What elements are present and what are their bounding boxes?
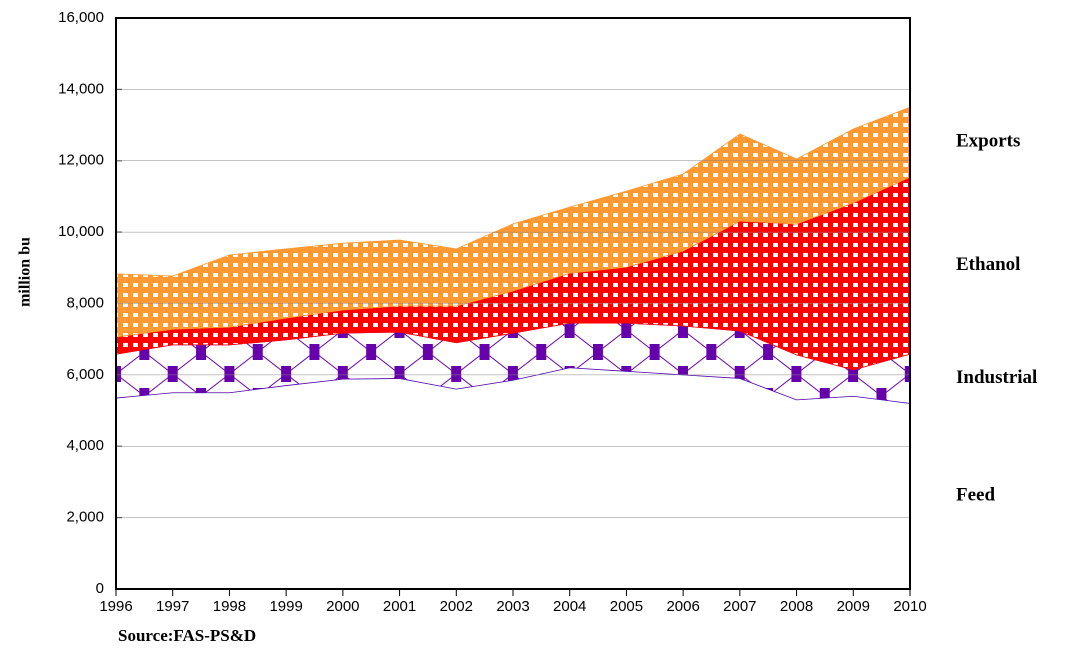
- y-tick-label: 2,000: [66, 509, 104, 526]
- y-axis-label: million bu: [17, 237, 34, 307]
- x-tick-label: 1997: [156, 598, 189, 615]
- x-tick-label: 1998: [213, 598, 246, 615]
- x-tick-label: 2010: [893, 598, 926, 615]
- legend-label: Feed: [956, 485, 995, 506]
- x-tick-label: 2005: [610, 598, 643, 615]
- x-tick-label: 2006: [666, 598, 699, 615]
- x-tick-label: 2004: [553, 598, 586, 615]
- y-tick-label: 16,000: [58, 9, 104, 26]
- x-tick-label: 1999: [269, 598, 302, 615]
- source-note: Source:FAS-PS&D: [118, 626, 256, 645]
- area: [115, 367, 911, 590]
- x-tick-label: 1996: [99, 598, 132, 615]
- plot-frame: [115, 17, 911, 590]
- y-tick-label: 4,000: [66, 437, 104, 454]
- x-tick-label: 2008: [780, 598, 813, 615]
- y-tick-label: 14,000: [58, 80, 104, 97]
- legend-label: Ethanol: [956, 254, 1020, 275]
- legend-label: Industrial: [956, 367, 1037, 388]
- x-tick-label: 2007: [723, 598, 756, 615]
- x-tick-label: 2002: [440, 598, 473, 615]
- legend-label: Exports: [956, 131, 1020, 152]
- x-tick-label: 2000: [326, 598, 359, 615]
- x-tick-label: 2003: [496, 598, 529, 615]
- x-tick-label: 2001: [383, 598, 416, 615]
- y-tick-label: 10,000: [58, 223, 104, 240]
- y-tick-label: 0: [96, 580, 104, 597]
- y-tick-label: 12,000: [58, 152, 104, 169]
- x-tick-label: 2009: [837, 598, 870, 615]
- y-tick-label: 6,000: [66, 366, 104, 383]
- y-tick-label: 8,000: [66, 294, 104, 311]
